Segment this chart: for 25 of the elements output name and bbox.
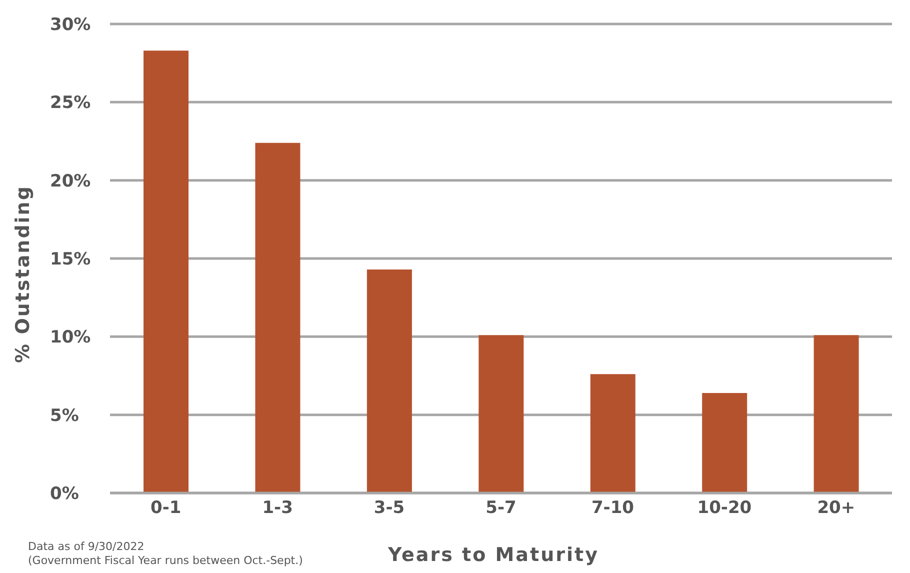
x-tick-label: 5-7 [486,498,516,518]
y-tick-label: 10% [50,328,91,348]
x-tick-label: 20+ [817,498,856,518]
x-tick-label: 3-5 [374,498,405,518]
text: Data as of 9/30/2022 [28,540,146,554]
y-tick-label: 15% [50,250,91,270]
x-tick-label: 7-10 [591,498,634,518]
x-tick-label: 1-3 [262,498,293,518]
bar [702,392,748,493]
y-tick-label: 0% [50,484,79,504]
x-tick-label: 10-20 [697,498,752,518]
bar [366,269,412,493]
y-tick-label: 20% [50,171,91,192]
text: (Government Fiscal Year runs between Oct.-Sept.) [28,554,303,568]
y-tick-label: 25% [50,93,91,114]
bar [814,335,859,493]
bar [590,374,636,493]
bar [255,142,300,493]
x-tick-label: 0-1 [150,498,182,518]
bar [144,50,189,493]
y-axis-title: % Outstanding [12,184,34,365]
bar [478,335,524,493]
y-tick-label: 30% [50,15,91,36]
y-tick-label: 5% [50,406,79,426]
x-axis-title: Years to Maturity [388,544,600,566]
